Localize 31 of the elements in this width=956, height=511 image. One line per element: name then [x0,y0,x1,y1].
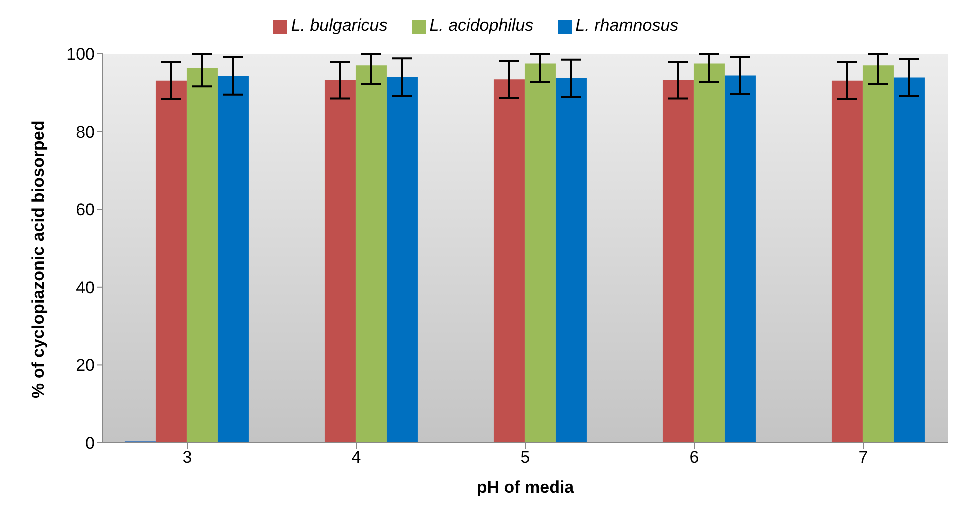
bar [494,80,525,443]
bar [524,64,556,443]
bar [186,68,218,443]
bar [156,80,187,443]
x-tick-label: 3 [182,448,192,468]
legend-label: L. bulgaricus [291,16,388,35]
x-tick-label: 4 [352,448,362,468]
y-tick-label: 20 [76,356,95,376]
bar [356,66,387,443]
bar [556,78,587,443]
y-tick-label: 0 [86,434,95,454]
bar [894,78,925,443]
bar [386,77,418,443]
bar [324,80,356,443]
bar [694,64,725,443]
bar [862,66,894,443]
y-tick-label: 40 [76,278,95,298]
bar [832,80,863,443]
legend-label: L. rhamnosus [576,16,679,35]
bar [724,76,756,443]
bar [218,76,249,443]
legend-label: L. acidophilus [430,16,534,35]
bar [662,80,694,443]
x-tick-label: 5 [520,448,530,468]
x-axis-title: pH of media [476,478,575,497]
x-tick-label: 6 [690,448,700,468]
y-tick-label: 80 [76,122,95,142]
y-axis-title: % of cyclopiazonic acid biosorped [29,120,48,398]
x-tick-label: 7 [858,448,868,468]
y-tick-label: 60 [76,200,95,220]
y-tick-label: 100 [66,45,95,64]
